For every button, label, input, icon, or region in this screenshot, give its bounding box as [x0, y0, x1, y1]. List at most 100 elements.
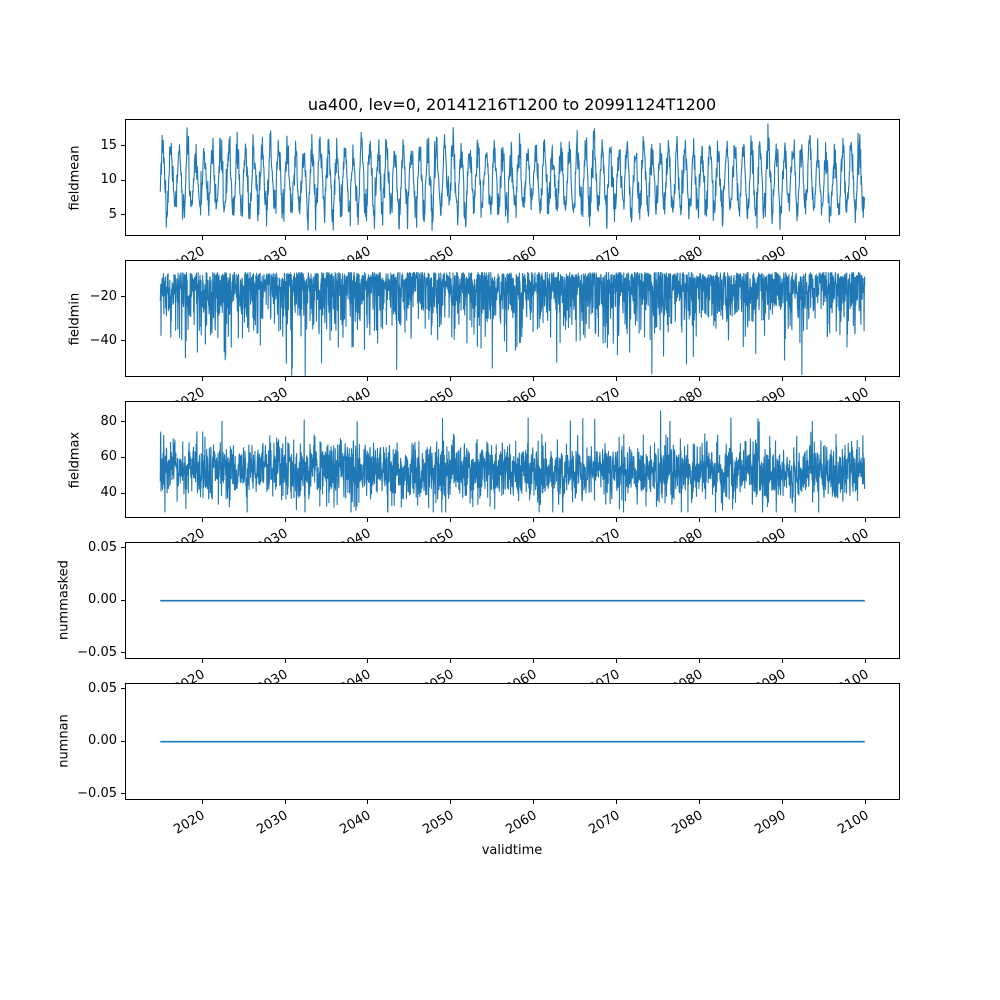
x-tick-mark — [865, 659, 867, 664]
x-tick-mark — [533, 377, 535, 382]
x-tick-label: 2070 — [586, 808, 623, 838]
x-tick-mark — [201, 800, 203, 804]
subplot-fieldmin — [125, 259, 900, 378]
x-tick-mark — [616, 800, 618, 804]
y-tick-mark — [121, 214, 125, 216]
y-tick-label: 0.05 — [88, 680, 117, 696]
subplot-numnan — [125, 682, 900, 800]
y-tick-mark — [121, 688, 125, 690]
x-tick-mark — [533, 800, 535, 804]
x-tick-mark — [367, 800, 369, 804]
y-tick-label: 0.00 — [88, 592, 117, 608]
y-tick-mark — [121, 145, 125, 147]
y-tick-mark — [121, 421, 125, 423]
x-tick-mark — [201, 377, 203, 382]
y-tick-label: −0.05 — [77, 785, 117, 801]
x-tick-mark — [284, 518, 286, 523]
x-tick-mark — [284, 800, 286, 804]
x-tick-mark — [782, 659, 784, 664]
x-tick-mark — [533, 236, 535, 241]
nummasked-series-line — [160, 599, 865, 602]
axes-frame — [125, 541, 900, 660]
x-tick-mark — [616, 518, 618, 523]
x-tick-label: 2080 — [669, 808, 706, 838]
x-tick-label: 2040 — [337, 808, 374, 838]
x-tick-mark — [533, 659, 535, 664]
y-tick-label: 10 — [100, 172, 117, 188]
x-tick-mark — [865, 236, 867, 241]
x-tick-mark — [367, 377, 369, 382]
y-tick-label: 80 — [100, 413, 117, 429]
y-tick-mark — [121, 547, 125, 549]
x-tick-mark — [201, 236, 203, 241]
y-tick-label: −0.05 — [77, 644, 117, 660]
x-tick-mark — [284, 377, 286, 382]
x-tick-mark — [616, 236, 618, 241]
x-tick-mark — [699, 377, 701, 382]
x-tick-mark — [450, 236, 452, 241]
x-tick-mark — [450, 377, 452, 382]
y-tick-mark — [121, 652, 125, 654]
y-tick-label: 60 — [100, 449, 117, 465]
subplot-nummasked — [125, 541, 900, 660]
y-tick-label: 0.05 — [88, 539, 117, 555]
x-tick-mark — [367, 518, 369, 523]
x-tick-mark — [699, 800, 701, 804]
axes-frame — [125, 119, 900, 237]
axes-frame — [125, 259, 900, 378]
x-tick-mark — [201, 518, 203, 523]
fieldmean-series-line — [159, 123, 866, 231]
x-tick-mark — [450, 659, 452, 664]
x-tick-label: 2050 — [420, 808, 457, 838]
y-tick-mark — [121, 179, 125, 181]
x-tick-mark — [450, 518, 452, 523]
x-tick-mark — [533, 518, 535, 523]
x-tick-mark — [450, 800, 452, 804]
x-tick-label: 2090 — [752, 808, 789, 838]
axes-frame — [125, 400, 900, 519]
x-tick-mark — [865, 377, 867, 382]
x-tick-mark — [284, 659, 286, 664]
x-tick-mark — [699, 236, 701, 241]
y-tick-mark — [121, 599, 125, 601]
y-tick-label: 40 — [100, 485, 117, 501]
numnan-series-line — [160, 740, 865, 743]
x-tick-mark — [699, 518, 701, 523]
x-tick-mark — [865, 800, 867, 804]
y-tick-label: −20 — [89, 288, 117, 304]
y-tick-mark — [121, 492, 125, 494]
subplot-fieldmax — [125, 400, 900, 519]
x-tick-mark — [782, 377, 784, 382]
y-tick-mark — [121, 456, 125, 458]
fieldmean-path — [159, 123, 866, 231]
subplot-fieldmean — [125, 119, 900, 237]
chart-title: ua400, lev=0, 20141216T1200 to 20991124T… — [307, 95, 717, 114]
y-tick-label: 0.00 — [88, 733, 117, 749]
x-tick-label: 2060 — [503, 808, 540, 838]
y-tick-mark — [121, 296, 125, 298]
x-tick-mark — [616, 377, 618, 382]
x-axis-label: validtime — [481, 843, 543, 858]
fieldmin-path — [159, 271, 866, 376]
y-tick-label: −40 — [89, 332, 117, 348]
x-tick-label: 2100 — [834, 808, 872, 838]
y-tick-label: 15 — [100, 137, 117, 153]
x-tick-label: 2020 — [171, 808, 208, 838]
fieldmin-series-line — [159, 271, 866, 376]
x-tick-mark — [616, 659, 618, 664]
fieldmax-path — [159, 410, 866, 513]
x-tick-label: 2030 — [254, 808, 291, 838]
y-tick-label: 5 — [108, 206, 117, 222]
y-tick-mark — [121, 340, 125, 342]
x-tick-mark — [284, 236, 286, 241]
y-tick-mark — [121, 793, 125, 795]
x-tick-mark — [782, 800, 784, 804]
x-tick-mark — [782, 518, 784, 523]
x-tick-mark — [865, 518, 867, 523]
x-tick-mark — [201, 659, 203, 664]
y-tick-mark — [121, 740, 125, 742]
x-tick-mark — [699, 659, 701, 664]
x-tick-mark — [367, 659, 369, 664]
x-tick-mark — [367, 236, 369, 241]
